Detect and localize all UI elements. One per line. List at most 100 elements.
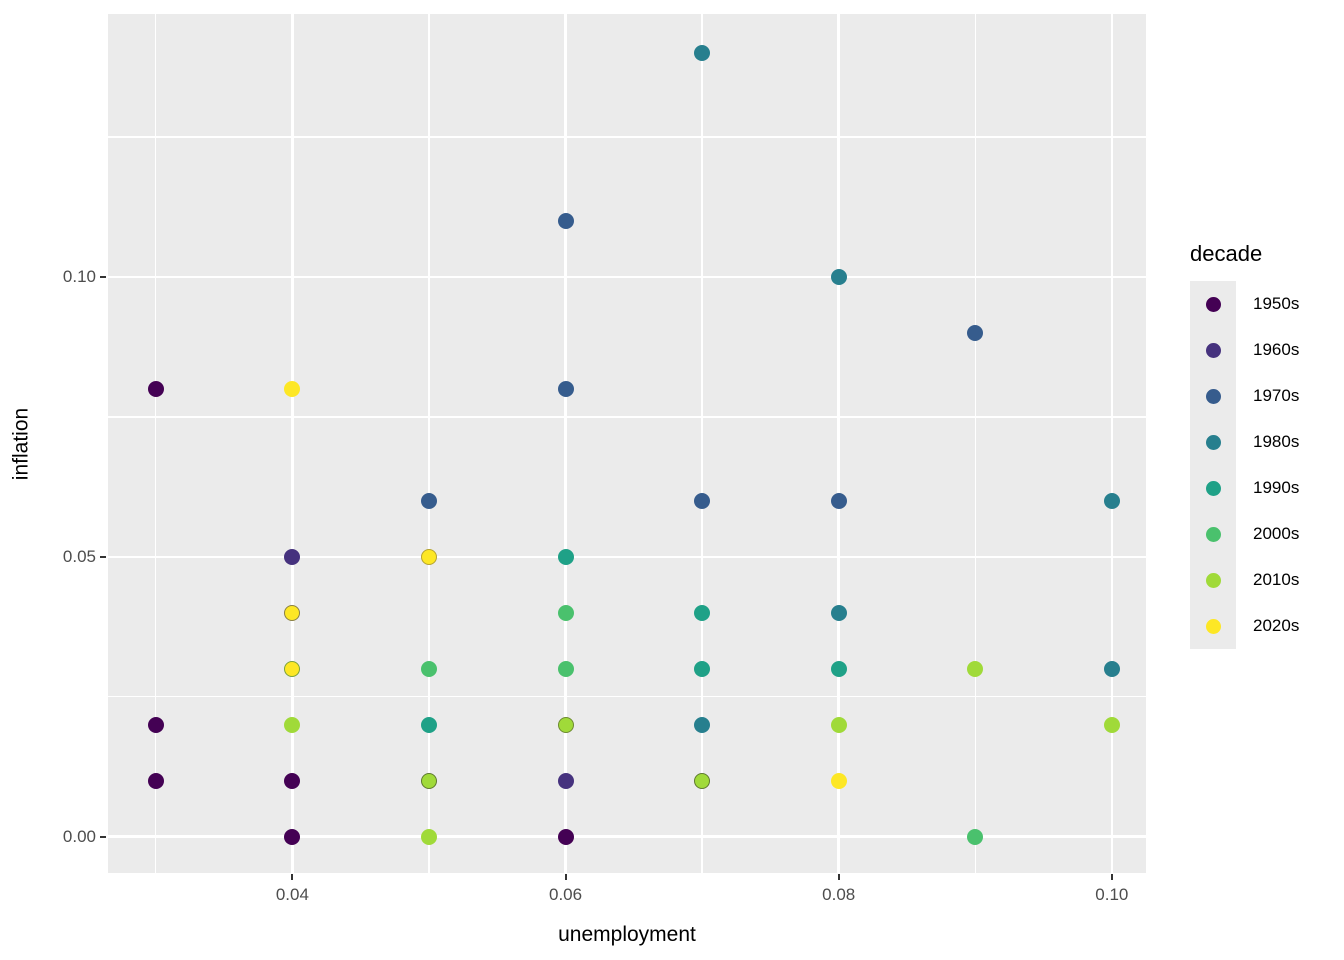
legend-key-1990s [1190, 465, 1236, 511]
data-point-2010s [284, 716, 301, 733]
data-point-1980s [830, 269, 847, 286]
x-axis-tick-mark [837, 874, 840, 880]
data-point-1960s [557, 772, 574, 789]
legend-item-2010s: 2010s [1190, 557, 1340, 603]
y-axis-tick-label: 0.05 [62, 546, 96, 566]
y-axis-tick-label: 0.00 [62, 826, 96, 846]
data-point-2010s [830, 716, 847, 733]
data-point-1970s [420, 492, 437, 509]
legend-label-1970s: 1970s [1253, 386, 1300, 405]
legend-label-1950s: 1950s [1253, 294, 1300, 313]
minor-gridline-horizontal [108, 136, 1146, 138]
legend-dot-1980s [1205, 434, 1221, 450]
minor-gridline-horizontal [108, 416, 1146, 418]
legend-key-2020s [1190, 603, 1236, 649]
legend-label-1960s: 1960s [1253, 340, 1300, 359]
major-gridline-horizontal [108, 555, 1146, 559]
major-gridline-vertical [564, 14, 567, 873]
data-point-2000s [557, 660, 574, 677]
y-axis-tick-mark [100, 276, 106, 279]
legend-item-1990s: 1990s [1190, 465, 1340, 511]
data-point-2010s [694, 772, 711, 789]
y-axis-tick-label: 0.10 [62, 267, 96, 287]
minor-gridline-vertical [701, 14, 703, 873]
data-point-2000s [557, 604, 574, 621]
x-axis-tick-label: 0.06 [548, 885, 583, 904]
major-gridline-horizontal [108, 275, 1146, 279]
legend-key-1950s [1190, 281, 1236, 327]
data-point-2010s [967, 660, 984, 677]
data-point-1950s [557, 828, 574, 845]
legend-key-1980s [1190, 419, 1236, 465]
data-point-1970s [557, 380, 574, 397]
data-point-1970s [830, 492, 847, 509]
data-point-1950s [284, 828, 301, 845]
legend-items: 1950s 1960s 1970s 1980s 1990s 2000s 2010s 2020s [1190, 281, 1340, 649]
legend-item-2020s: 2020s [1190, 603, 1340, 649]
data-point-1980s [1103, 492, 1120, 509]
data-point-2010s [1103, 716, 1120, 733]
data-point-1970s [557, 213, 574, 230]
plot-panel [108, 14, 1146, 873]
data-point-1990s [694, 660, 711, 677]
data-point-1990s [830, 660, 847, 677]
data-point-1980s [830, 604, 847, 621]
legend-key-1970s [1190, 373, 1236, 419]
legend-item-1960s: 1960s [1190, 327, 1340, 373]
data-point-2020s [284, 604, 301, 621]
x-axis-tick-label: 0.08 [822, 885, 856, 904]
legend-title: decade [1190, 241, 1263, 266]
x-axis-title: unemployment [558, 923, 696, 946]
data-point-1980s [694, 45, 711, 62]
x-axis-tick-mark [1110, 874, 1113, 880]
y-axis-tick-mark [100, 555, 106, 558]
data-point-1970s [967, 324, 984, 341]
minor-gridline-vertical [155, 14, 157, 873]
y-axis-tick-mark [100, 835, 106, 838]
legend-key-2000s [1190, 511, 1236, 557]
minor-gridline-vertical [428, 14, 430, 873]
legend: decade 1950s 1960s 1970s 1980s 1990s 2000s 201… [1190, 240, 1340, 649]
legend-dot-1960s [1205, 342, 1221, 358]
legend-item-1970s: 1970s [1190, 373, 1340, 419]
data-point-1980s [694, 716, 711, 733]
major-gridline-vertical [291, 14, 294, 873]
data-point-1950s [147, 772, 164, 789]
major-gridline-horizontal [108, 835, 1146, 838]
legend-label-2010s: 2010s [1253, 570, 1300, 589]
data-point-1950s [284, 772, 301, 789]
legend-dot-1950s [1205, 296, 1221, 312]
data-point-1950s [147, 380, 164, 397]
legend-label-1990s: 1990s [1253, 478, 1300, 497]
x-axis-tick-mark [291, 874, 294, 880]
x-axis-tick-mark [564, 874, 567, 880]
legend-label-1980s: 1980s [1253, 432, 1300, 451]
legend-key-1960s [1190, 327, 1236, 373]
legend-dot-2020s [1205, 618, 1221, 634]
legend-dot-1970s [1205, 388, 1221, 404]
data-point-1990s [420, 716, 437, 733]
data-point-1960s [284, 548, 301, 565]
legend-item-2000s: 2000s [1190, 511, 1340, 557]
legend-dot-2010s [1205, 572, 1221, 588]
data-point-2010s [557, 716, 574, 733]
data-point-2010s [420, 828, 437, 845]
legend-dot-1990s [1205, 480, 1221, 496]
data-point-2020s [420, 548, 437, 565]
data-point-2000s [420, 660, 437, 677]
minor-gridline-vertical [974, 14, 976, 873]
data-point-1990s [694, 604, 711, 621]
data-point-2020s [284, 660, 301, 677]
major-gridline-vertical [1110, 14, 1114, 873]
data-point-2020s [284, 380, 301, 397]
data-point-1970s [694, 492, 711, 509]
data-point-2020s [830, 772, 847, 789]
legend-label-2000s: 2000s [1253, 524, 1300, 543]
legend-label-2020s: 2020s [1253, 616, 1300, 635]
y-axis-title: inflation [9, 407, 33, 481]
legend-item-1950s: 1950s [1190, 281, 1340, 327]
data-point-1990s [557, 548, 574, 565]
x-axis-tick-label: 0.04 [275, 885, 309, 904]
data-point-1980s [1103, 660, 1120, 677]
